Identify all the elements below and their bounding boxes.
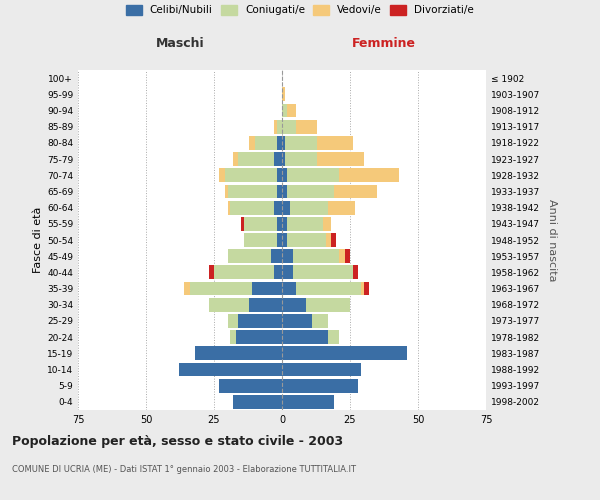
Y-axis label: Anni di nascita: Anni di nascita: [547, 198, 557, 281]
Bar: [312, 314, 328, 328]
Bar: [225, 168, 277, 182]
Bar: [277, 120, 282, 134]
Bar: [282, 314, 312, 328]
Bar: [179, 362, 282, 376]
Bar: [293, 266, 353, 280]
Bar: [282, 136, 285, 149]
Bar: [282, 346, 407, 360]
Bar: [293, 250, 339, 263]
Bar: [317, 136, 353, 149]
Bar: [274, 120, 277, 134]
Bar: [290, 200, 328, 214]
Bar: [184, 282, 190, 296]
Bar: [287, 217, 323, 230]
Bar: [250, 298, 282, 312]
Bar: [323, 217, 331, 230]
Bar: [227, 250, 271, 263]
Bar: [190, 282, 252, 296]
Bar: [282, 120, 296, 134]
Text: Maschi: Maschi: [155, 37, 205, 50]
Bar: [241, 217, 244, 230]
Bar: [334, 184, 377, 198]
Bar: [274, 200, 282, 214]
Bar: [282, 184, 287, 198]
Bar: [277, 136, 282, 149]
Bar: [282, 250, 293, 263]
Bar: [353, 266, 358, 280]
Bar: [287, 104, 296, 118]
Bar: [282, 282, 296, 296]
Bar: [317, 152, 364, 166]
Bar: [287, 233, 326, 247]
Bar: [339, 168, 399, 182]
Y-axis label: Fasce di età: Fasce di età: [33, 207, 43, 273]
Bar: [227, 184, 277, 198]
Bar: [328, 200, 355, 214]
Bar: [214, 266, 274, 280]
Bar: [238, 152, 274, 166]
Bar: [274, 152, 282, 166]
Bar: [252, 282, 282, 296]
Bar: [230, 200, 274, 214]
Bar: [233, 395, 282, 409]
Bar: [282, 330, 328, 344]
Bar: [274, 266, 282, 280]
Bar: [227, 200, 230, 214]
Bar: [227, 314, 238, 328]
Bar: [244, 217, 277, 230]
Bar: [287, 168, 339, 182]
Bar: [195, 346, 282, 360]
Bar: [250, 136, 255, 149]
Bar: [282, 395, 334, 409]
Bar: [296, 120, 317, 134]
Bar: [244, 233, 277, 247]
Bar: [328, 330, 339, 344]
Bar: [282, 152, 285, 166]
Bar: [282, 104, 287, 118]
Bar: [209, 298, 250, 312]
Bar: [282, 298, 307, 312]
Bar: [287, 184, 334, 198]
Bar: [255, 136, 277, 149]
Bar: [220, 379, 282, 392]
Bar: [209, 266, 214, 280]
Bar: [282, 88, 285, 101]
Bar: [282, 200, 290, 214]
Bar: [282, 233, 287, 247]
Text: Femmine: Femmine: [352, 37, 416, 50]
Bar: [233, 152, 238, 166]
Legend: Celibi/Nubili, Coniugati/e, Vedovi/e, Divorziati/e: Celibi/Nubili, Coniugati/e, Vedovi/e, Di…: [126, 5, 474, 15]
Bar: [331, 233, 337, 247]
Bar: [296, 282, 361, 296]
Bar: [307, 298, 350, 312]
Bar: [282, 168, 287, 182]
Bar: [271, 250, 282, 263]
Bar: [236, 330, 282, 344]
Text: Popolazione per età, sesso e stato civile - 2003: Popolazione per età, sesso e stato civil…: [12, 435, 343, 448]
Bar: [277, 233, 282, 247]
Bar: [339, 250, 344, 263]
Bar: [282, 266, 293, 280]
Bar: [230, 330, 236, 344]
Bar: [277, 168, 282, 182]
Bar: [326, 233, 331, 247]
Bar: [282, 379, 358, 392]
Bar: [282, 362, 361, 376]
Bar: [277, 217, 282, 230]
Bar: [225, 184, 227, 198]
Bar: [285, 152, 317, 166]
Bar: [344, 250, 350, 263]
Bar: [277, 184, 282, 198]
Text: COMUNE DI UCRIA (ME) - Dati ISTAT 1° gennaio 2003 - Elaborazione TUTTITALIA.IT: COMUNE DI UCRIA (ME) - Dati ISTAT 1° gen…: [12, 465, 356, 474]
Bar: [285, 136, 317, 149]
Bar: [282, 217, 287, 230]
Bar: [220, 168, 225, 182]
Bar: [361, 282, 364, 296]
Bar: [238, 314, 282, 328]
Bar: [364, 282, 369, 296]
